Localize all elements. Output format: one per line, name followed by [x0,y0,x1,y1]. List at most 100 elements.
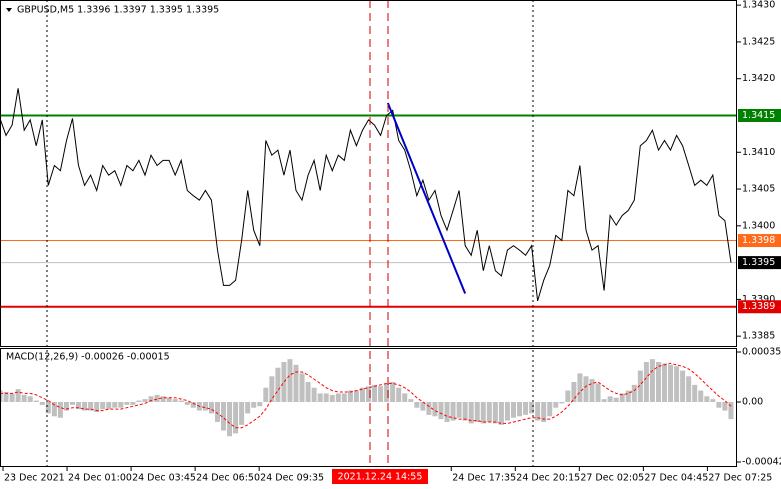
y-tick-label: 1.3385 [742,331,775,342]
macd-bar [353,390,359,402]
macd-bar [269,376,275,402]
macd-bar [148,396,154,402]
macd-bar [432,402,438,417]
x-tick-label: 24 Dec 20:15 [516,473,580,484]
macd-bar [317,393,323,402]
cursor-time-box [332,469,428,484]
macd-bar [668,364,674,402]
macd-bar [305,382,311,402]
y-tick-label: 1.3430 [742,0,775,11]
price-level-box [738,256,781,270]
macd-bar [100,402,106,410]
macd-bar [571,382,577,402]
macd-bar [172,399,178,402]
macd-bar [601,399,607,402]
macd-bar [160,396,166,402]
macd-bar [366,386,371,402]
macd-bar [420,402,426,411]
collapse-icon[interactable] [6,8,12,12]
macd-bar [233,402,239,434]
macd-bar [112,402,118,408]
macd-bar [565,390,571,402]
macd-bar [33,400,39,402]
macd-bar [378,386,384,402]
macd-bar [559,402,565,404]
x-tick-label: 27 Dec 04:45 [644,473,708,484]
macd-bar [178,400,184,402]
macd-bar [208,402,214,414]
y-tick-label: 0.00 [742,397,763,408]
macd-bar [692,384,698,402]
macd-bar [686,376,692,402]
macd-bar [396,387,402,402]
macd-bar [535,402,541,421]
macd-bar [498,402,504,425]
macd-bar [474,402,480,422]
macd-bar [69,402,75,405]
x-tick-label: 27 Dec 02:05 [580,473,644,484]
macd-bar [142,399,148,402]
macd-bar [510,402,516,418]
macd-bar [462,402,468,421]
macd-bar [63,402,69,411]
macd-bar [402,393,408,402]
macd-bar [154,394,160,402]
macd-bar [82,402,88,411]
macd-bar [166,397,172,402]
macd-bar [88,402,94,411]
macd-bar [504,402,510,421]
macd-bar [3,392,9,402]
macd-bar [323,393,329,402]
macd-bar [523,402,529,415]
y-tick-label: 1.3425 [742,36,775,47]
macd-bar [698,390,704,402]
macd-bar [674,366,680,402]
macd-bar [426,402,432,415]
macd-bar [341,393,347,402]
macd-bar [553,402,559,408]
macd-bar [335,393,341,402]
macd-bar [263,387,269,402]
plot-layer [0,88,737,437]
macd-bar [329,394,335,402]
macd-bar [214,402,220,422]
macd-bar [541,402,547,422]
macd-bar [372,384,378,402]
x-tick-label: 23 Dec 2021 [4,473,65,484]
macd-bar [202,402,208,411]
macd-bar [595,383,601,402]
macd-bar [517,402,523,417]
macd-bar [456,402,462,418]
macd-bar [637,370,643,402]
macd-bar [384,383,390,402]
macd-bar [716,402,722,408]
macd-bar [299,373,305,402]
macd-bar [613,397,619,402]
macd-bar [492,402,498,424]
macd-bar [625,390,631,402]
macd-bar [281,362,287,402]
x-tick-label: 24 Dec 06:50 [196,473,260,484]
x-tick-label: 27 Dec 07:25 [708,473,772,484]
x-tick-label: 24 Dec 03:45 [132,473,196,484]
macd-bar [0,390,3,402]
macd-bar [311,387,317,402]
price-line [0,88,732,302]
macd-bar [655,362,661,402]
trend-line [386,102,467,294]
macd-bar [649,359,655,402]
macd-bar [39,402,45,405]
macd-bar [106,402,112,410]
macd-bar [529,402,535,414]
macd-bar [468,402,474,424]
macd-bar [583,376,589,402]
macd-bar [51,402,57,417]
macd-bar [643,362,649,402]
macd-bar [547,402,553,417]
y-tick-label: 1.3420 [742,73,775,84]
macd-bar [480,402,486,424]
macd-bar [710,399,716,402]
y-tick-label: 1.3410 [742,147,775,158]
